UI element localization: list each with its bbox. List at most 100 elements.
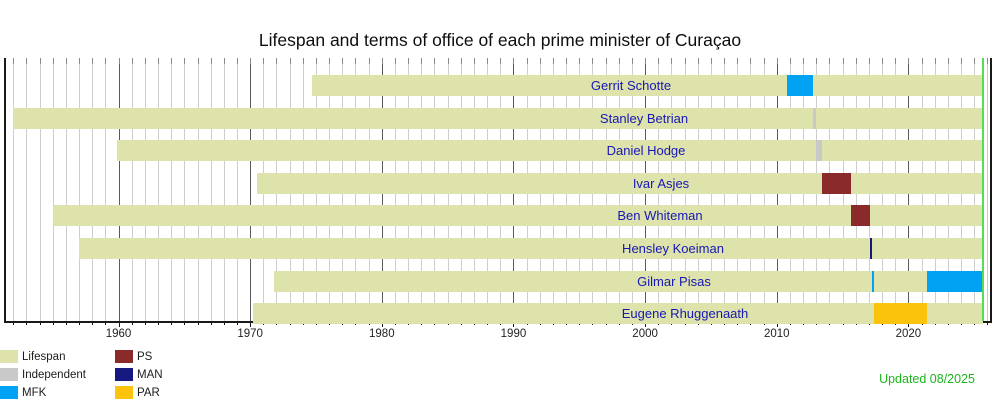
top-tick bbox=[974, 58, 976, 64]
term-bar-independent bbox=[816, 140, 822, 162]
x-axis-tick bbox=[250, 321, 252, 327]
top-tick bbox=[144, 58, 146, 64]
updated-label: Updated 08/2025 bbox=[879, 372, 975, 386]
top-tick bbox=[131, 58, 133, 64]
x-axis-tick bbox=[223, 321, 225, 325]
top-tick bbox=[658, 58, 660, 64]
top-tick bbox=[855, 58, 857, 64]
x-axis-label: 2020 bbox=[895, 328, 922, 340]
lifespan-bar bbox=[79, 238, 983, 259]
top-tick bbox=[223, 58, 225, 64]
pm-name-label: Gilmar Pisas bbox=[637, 273, 711, 289]
top-tick bbox=[184, 58, 186, 64]
pm-name-label: Hensley Koeiman bbox=[622, 241, 724, 256]
top-tick bbox=[842, 58, 844, 64]
gridline-year bbox=[250, 58, 252, 321]
top-tick bbox=[513, 58, 515, 64]
term-bar-mfk bbox=[871, 270, 875, 292]
top-tick bbox=[882, 58, 884, 64]
top-tick bbox=[250, 58, 252, 64]
legend-swatch-man bbox=[115, 368, 133, 381]
top-tick bbox=[908, 58, 910, 64]
gridline-year bbox=[210, 58, 212, 321]
top-tick bbox=[421, 58, 423, 64]
gridline-year bbox=[65, 58, 67, 321]
gridline-year bbox=[92, 58, 94, 321]
pm-name-label: Stanley Betrian bbox=[599, 110, 689, 126]
top-tick bbox=[697, 58, 699, 64]
top-tick bbox=[434, 58, 436, 64]
top-tick bbox=[473, 58, 475, 64]
top-tick bbox=[171, 58, 173, 64]
lifespan-bar bbox=[52, 205, 983, 227]
top-tick bbox=[684, 58, 686, 64]
x-axis-tick bbox=[158, 321, 160, 325]
x-axis-tick bbox=[118, 321, 120, 327]
top-tick bbox=[92, 58, 94, 64]
legend-label-mfk: MFK bbox=[22, 387, 47, 399]
top-tick bbox=[566, 58, 568, 64]
x-axis-tick bbox=[171, 321, 173, 325]
x-axis-label: 1970 bbox=[237, 328, 263, 340]
top-tick bbox=[645, 58, 647, 64]
gridline-year bbox=[237, 58, 238, 321]
top-tick bbox=[302, 58, 304, 64]
pm-name-label: Gerrit Schotte bbox=[590, 78, 672, 93]
legend-label-independent: Independent bbox=[22, 369, 86, 381]
top-tick bbox=[210, 58, 212, 64]
top-tick bbox=[329, 58, 331, 64]
top-tick bbox=[868, 58, 870, 64]
top-tick bbox=[552, 58, 554, 64]
lifespan-bar bbox=[117, 140, 983, 162]
x-axis-label: 1980 bbox=[369, 328, 395, 340]
x-axis-tick bbox=[13, 321, 15, 325]
term-bar-ps bbox=[851, 205, 870, 227]
top-tick bbox=[381, 58, 383, 64]
top-tick bbox=[487, 58, 489, 64]
top-tick bbox=[737, 58, 739, 64]
x-axis-tick bbox=[39, 321, 41, 325]
top-tick bbox=[724, 58, 726, 64]
x-axis-label: 1990 bbox=[500, 328, 527, 340]
pm-name-label: Ben Whiteman bbox=[617, 208, 703, 224]
gridline-year bbox=[39, 58, 41, 321]
legend-label-lifespan: Lifespan bbox=[22, 351, 66, 363]
top-tick bbox=[763, 58, 765, 64]
top-tick bbox=[52, 58, 54, 64]
top-tick bbox=[79, 58, 81, 64]
chart-title: Lifespan and terms of office of each pri… bbox=[258, 30, 742, 50]
x-axis-tick bbox=[237, 321, 238, 325]
lifespan-bar bbox=[312, 75, 983, 96]
legend-swatch-lifespan bbox=[0, 350, 18, 363]
top-tick bbox=[237, 58, 238, 64]
top-tick bbox=[579, 58, 581, 64]
top-tick bbox=[592, 58, 594, 64]
term-bar-independent bbox=[812, 107, 817, 129]
term-bar-mfk bbox=[927, 270, 983, 292]
x-axis-label: 2000 bbox=[632, 328, 658, 340]
x-axis-tick bbox=[105, 321, 107, 325]
x-axis-tick bbox=[197, 321, 199, 325]
gridline-year bbox=[171, 58, 173, 321]
top-tick bbox=[671, 58, 673, 64]
top-tick bbox=[895, 58, 897, 64]
top-tick bbox=[816, 58, 818, 64]
top-tick bbox=[987, 58, 989, 64]
top-tick bbox=[355, 58, 357, 64]
top-tick bbox=[961, 58, 963, 64]
today-line bbox=[981, 58, 984, 321]
top-tick bbox=[526, 58, 528, 64]
x-axis-tick bbox=[92, 321, 94, 325]
top-tick bbox=[289, 58, 291, 64]
top-tick bbox=[618, 58, 620, 64]
gridline-year bbox=[79, 58, 81, 321]
gridline-year bbox=[223, 58, 225, 321]
legend-swatch-par bbox=[115, 386, 133, 399]
term-bar-man bbox=[869, 238, 872, 259]
x-axis-tick bbox=[79, 321, 81, 325]
top-tick bbox=[368, 58, 370, 64]
top-tick bbox=[394, 58, 396, 64]
top-tick bbox=[921, 58, 923, 64]
gridline-year bbox=[13, 58, 15, 321]
gridline-year bbox=[184, 58, 186, 321]
